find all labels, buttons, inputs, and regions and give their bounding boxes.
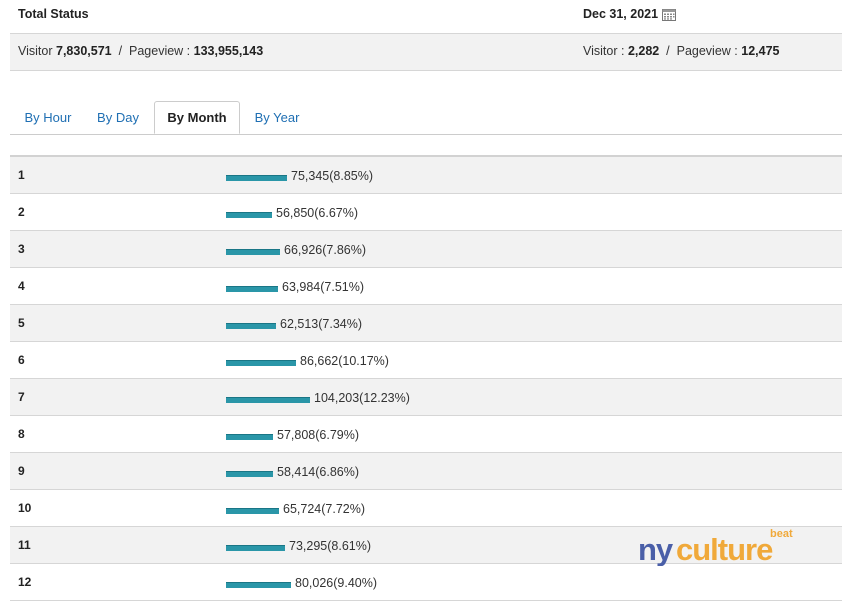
row-value: 80,026(9.40%) (295, 576, 378, 590)
row-label: 9 (18, 464, 25, 478)
status-panel: Total Status Dec 31, 2021 Visitor 7,830,… (10, 0, 842, 601)
row-value: 73,295(8.61%) (289, 539, 372, 553)
row-value: 57,808(6.79%) (277, 428, 360, 442)
row-value: 86,662(10.17%) (300, 354, 389, 368)
table-row: 10 65,724(7.72%) (10, 490, 842, 527)
row-label: 4 (18, 279, 25, 293)
table-row: 9 58,414(6.86%) (10, 453, 842, 490)
day-visitor-label: Visitor : (583, 44, 625, 58)
row-label: 12 (18, 575, 32, 589)
total-stats: Visitor 7,830,571 / Pageview : 133,955,1… (18, 44, 263, 58)
total-pageview-value: 133,955,143 (193, 44, 264, 58)
value-bar (226, 545, 285, 551)
row-value: 62,513(7.34%) (280, 317, 363, 331)
date-display: Dec 31, 2021 (583, 7, 677, 21)
value-bar (226, 471, 273, 477)
table-row: 12 80,026(9.40%) (10, 564, 842, 601)
tab-bar: By Hour By Day By Month By Year (10, 101, 842, 135)
calendar-icon[interactable] (662, 8, 677, 21)
table-row: 8 57,808(6.79%) (10, 416, 842, 453)
page-title: Total Status (18, 7, 89, 21)
row-label: 5 (18, 316, 25, 330)
table-row: 3 66,926(7.86%) (10, 231, 842, 268)
row-value: 104,203(12.23%) (314, 391, 410, 405)
svg-text:culture: culture (676, 532, 773, 566)
total-pageview-label: Pageview : (129, 44, 191, 58)
header-row: Total Status Dec 31, 2021 (10, 0, 842, 34)
table-row: 11 73,295(8.61%) (10, 527, 842, 564)
row-label: 8 (18, 427, 25, 441)
row-label: 11 (18, 538, 31, 552)
table-row: 6 86,662(10.17%) (10, 342, 842, 379)
month-table: 1 75,345(8.85%) 2 56,850(6.67%) 3 66,926(7.86… (10, 155, 842, 601)
row-label: 1 (18, 168, 25, 182)
date-text: Dec 31, 2021 (583, 7, 659, 21)
svg-text:beat: beat (770, 528, 793, 540)
tab-by-hour[interactable]: By Hour (24, 110, 72, 125)
nyculture-logo: ny culture beat (638, 528, 793, 566)
tab-by-month[interactable]: By Month (154, 101, 240, 134)
value-bar (226, 212, 272, 218)
value-bar (226, 286, 278, 292)
row-label: 2 (18, 205, 25, 219)
table-row: 5 62,513(7.34%) (10, 305, 842, 342)
row-label: 6 (18, 353, 25, 367)
value-bar (226, 249, 280, 255)
table-row: 4 63,984(7.51%) (10, 268, 842, 305)
total-visitor-value: 7,830,571 (56, 44, 112, 58)
row-value: 75,345(8.85%) (291, 169, 374, 183)
value-bar (226, 397, 310, 403)
stats-row: Visitor 7,830,571 / Pageview : 133,955,1… (10, 34, 842, 71)
value-bar (226, 360, 296, 366)
table-row: 1 75,345(8.85%) (10, 157, 842, 194)
value-bar (226, 508, 279, 514)
day-stats: Visitor : 2,282 / Pageview : 12,475 (583, 44, 779, 58)
svg-text:ny: ny (638, 532, 674, 566)
row-value: 66,926(7.86%) (284, 243, 367, 257)
tab-by-day[interactable]: By Day (97, 110, 139, 125)
separator: / (666, 44, 670, 58)
row-label: 3 (18, 242, 25, 256)
separator: / (118, 44, 123, 58)
day-visitor-value: 2,282 (627, 44, 660, 58)
total-visitor-label: Visitor (18, 44, 53, 58)
row-value: 58,414(6.86%) (277, 465, 360, 479)
day-pageview-value: 12,475 (741, 44, 780, 58)
day-pageview-label: Pageview : (676, 44, 738, 58)
value-bar (226, 175, 287, 181)
row-value: 65,724(7.72%) (283, 502, 366, 516)
table-row: 2 56,850(6.67%) (10, 194, 842, 231)
row-label: 10 (18, 501, 32, 515)
table-row: 7 104,203(12.23%) (10, 379, 842, 416)
row-value: 63,984(7.51%) (282, 280, 365, 294)
tab-by-year[interactable]: By Year (254, 110, 300, 125)
row-label: 7 (18, 390, 25, 404)
row-value: 56,850(6.67%) (276, 206, 359, 220)
value-bar (226, 582, 291, 588)
value-bar (226, 434, 273, 440)
value-bar (226, 323, 276, 329)
